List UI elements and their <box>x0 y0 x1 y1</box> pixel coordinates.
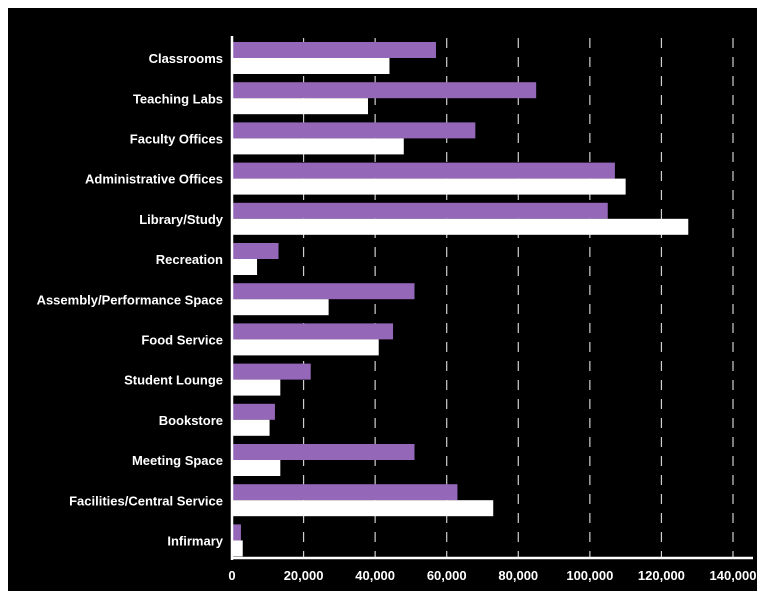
category-label: Bookstore <box>159 413 223 428</box>
bar-series-1 <box>232 524 241 541</box>
bar-series-1 <box>232 484 458 501</box>
category-label: Facilities/Central Service <box>69 493 223 508</box>
category-label: Student Lounge <box>124 373 223 388</box>
bar-series-2 <box>232 500 494 517</box>
x-tick-label: 20,000 <box>284 568 324 583</box>
bar-series-1 <box>232 162 615 179</box>
x-tick-label: 0 <box>228 568 235 583</box>
bar-series-1 <box>232 202 608 219</box>
category-label: Teaching Labs <box>133 91 223 106</box>
category-label: Library/Study <box>139 212 224 227</box>
bar-series-1 <box>232 243 279 259</box>
x-tick-label: 100,000 <box>566 568 613 583</box>
bar-series-1 <box>232 82 537 99</box>
bar-series-2 <box>232 58 390 74</box>
x-tick-label: 120,000 <box>638 568 685 583</box>
bar-series-1 <box>232 122 476 139</box>
bar-series-2 <box>232 419 270 436</box>
bar-series-2 <box>232 138 404 155</box>
bars <box>232 42 689 557</box>
bar-series-2 <box>232 379 281 396</box>
bar-series-1 <box>232 363 311 380</box>
bar-series-1 <box>232 283 415 300</box>
x-tick-labels: 0 20,000 40,000 60,000 80,000 100,000 120,000 1… <box>228 568 756 583</box>
x-tick-label: 140,000 <box>710 568 757 583</box>
category-label: Administrative Offices <box>85 172 223 187</box>
bar-series-2 <box>232 178 626 195</box>
category-label: Faculty Offices <box>130 132 223 147</box>
bar-series-2 <box>232 540 243 557</box>
bar-series-2 <box>232 98 368 115</box>
bar-series-2 <box>232 218 689 235</box>
category-label: Recreation <box>156 252 223 267</box>
axes <box>230 36 753 560</box>
x-tick-label: 60,000 <box>427 568 467 583</box>
bar-series-1 <box>232 403 275 420</box>
category-label: Classrooms <box>149 51 223 66</box>
category-label: Infirmary <box>167 534 223 549</box>
bar-series-2 <box>232 299 329 316</box>
category-label: Food Service <box>141 333 223 348</box>
bar-series-2 <box>232 259 258 275</box>
x-tick-label: 80,000 <box>498 568 538 583</box>
category-labels: Classrooms Teaching Labs Faculty Offices Ad… <box>37 51 224 548</box>
bar-series-2 <box>232 339 379 356</box>
category-label: Assembly/Performance Space <box>37 292 223 307</box>
category-label: Meeting Space <box>132 453 223 468</box>
x-tick-label: 40,000 <box>355 568 395 583</box>
bar-series-1 <box>232 42 436 58</box>
bar-series-2 <box>232 460 281 476</box>
bar-series-1 <box>232 444 415 460</box>
bar-series-1 <box>232 323 394 340</box>
